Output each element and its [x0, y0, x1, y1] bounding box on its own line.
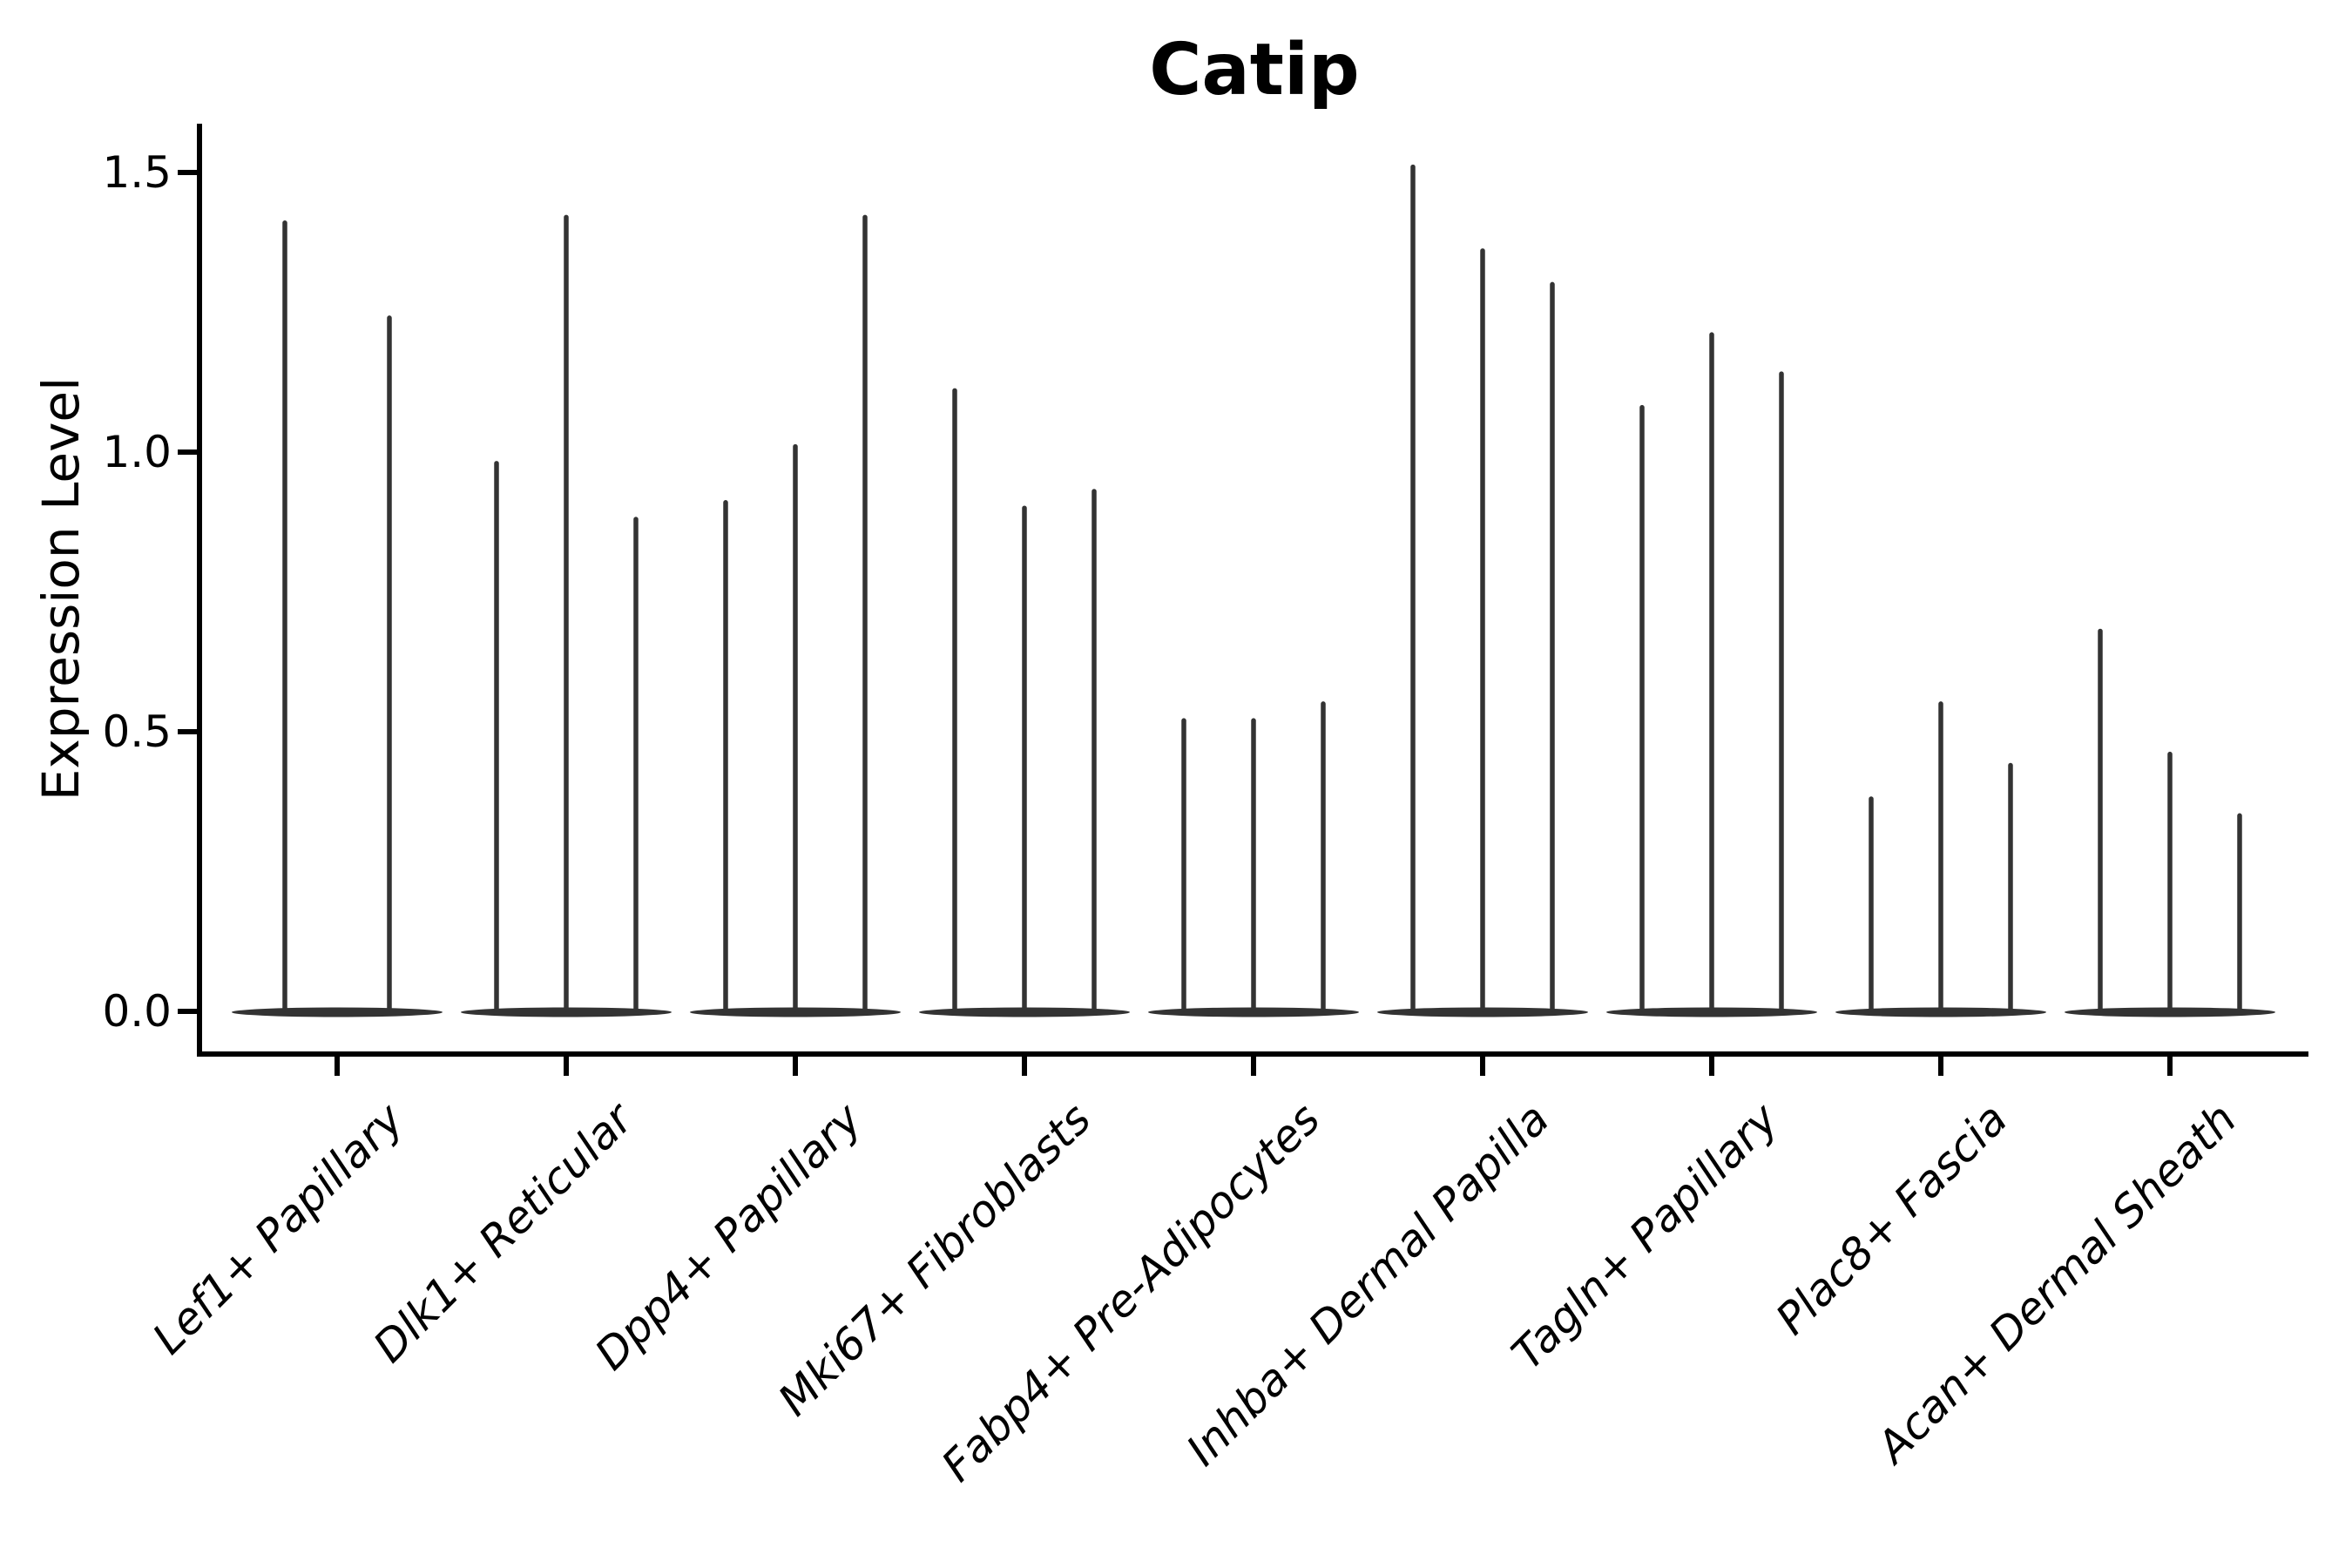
- y-axis-spine: [197, 124, 202, 1057]
- x-tick-mark: [564, 1057, 569, 1076]
- violin-base: [1148, 1007, 1359, 1017]
- y-tick-label: 1.5: [102, 147, 172, 198]
- x-tick-mark: [335, 1057, 340, 1076]
- y-axis-label: Expression Level: [31, 376, 91, 801]
- y-tick-label: 1.0: [102, 427, 172, 477]
- x-tick-mark: [1022, 1057, 1027, 1076]
- violin-base: [461, 1007, 672, 1017]
- x-tick-mark: [1480, 1057, 1485, 1076]
- y-tick-label: 0.0: [102, 986, 172, 1037]
- x-tick-mark: [2167, 1057, 2173, 1076]
- x-tick-mark: [1251, 1057, 1256, 1076]
- y-tick-mark: [178, 729, 197, 734]
- violin-base: [232, 1007, 443, 1017]
- plot-title: Catip: [1149, 29, 1360, 112]
- x-tick-mark: [1938, 1057, 1943, 1076]
- violin-base: [2065, 1007, 2275, 1017]
- violin-base: [1377, 1007, 1588, 1017]
- violin-base: [1835, 1007, 2046, 1017]
- x-axis-spine: [197, 1051, 2308, 1057]
- y-tick-mark: [178, 170, 197, 175]
- y-tick-label: 0.5: [102, 706, 172, 757]
- violin-base: [690, 1007, 901, 1017]
- x-tick-mark: [1709, 1057, 1714, 1076]
- y-tick-mark: [178, 449, 197, 455]
- violin-base: [1606, 1007, 1817, 1017]
- y-tick-mark: [178, 1009, 197, 1014]
- x-tick-mark: [793, 1057, 798, 1076]
- violin-base: [919, 1007, 1130, 1017]
